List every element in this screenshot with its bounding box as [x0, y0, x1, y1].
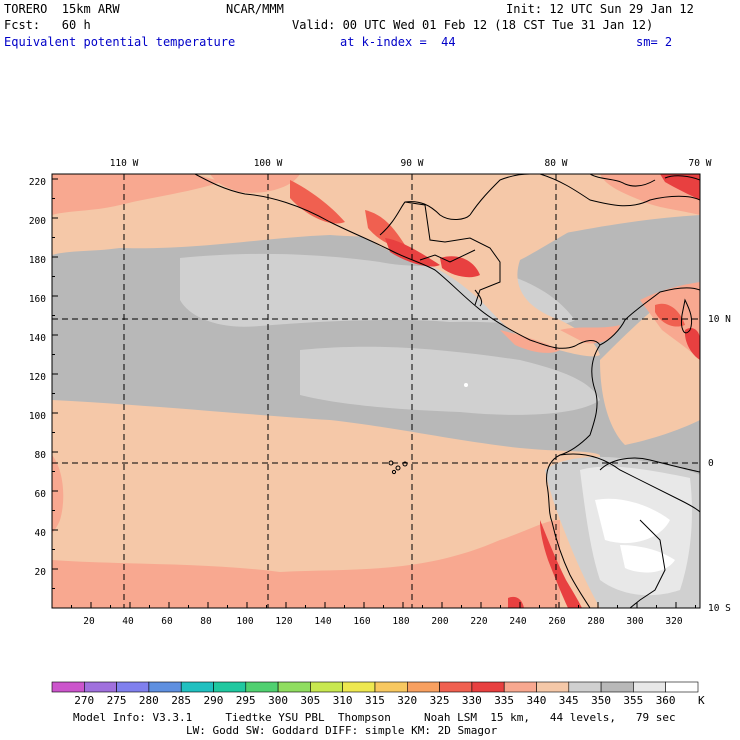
colorbar-swatch [51, 681, 85, 693]
colorbar-label: 270 [74, 694, 95, 707]
y-grid-label: 160 [29, 294, 46, 305]
colorbar-label: 360 [655, 694, 676, 707]
colorbar-swatch [116, 681, 150, 693]
y-grid-label: 40 [35, 528, 47, 539]
colorbar-label: 295 [235, 694, 256, 707]
lon-label: 70 W [689, 158, 712, 169]
x-grid-label: 60 [161, 616, 173, 627]
x-grid-label: 240 [509, 616, 526, 627]
x-grid-label: 260 [548, 616, 565, 627]
colorbar-label: 280 [138, 694, 159, 707]
x-grid-label: 320 [665, 616, 682, 627]
colorbar-unit: K [698, 694, 705, 707]
x-grid-label: 280 [587, 616, 604, 627]
colorbar-label: 340 [526, 694, 547, 707]
y-grid-label: 180 [29, 255, 46, 266]
init-time: Init: 12 UTC Sun 29 Jan 12 [506, 2, 694, 16]
model-info: Model Info: V3.3.1 Tiedtke YSU PBL Thomp… [73, 711, 676, 724]
colorbar-swatch [310, 681, 343, 693]
physics-info: LW: Godd SW: Goddard DIFF: simple KM: 2D… [186, 724, 498, 737]
x-grid-label: 140 [314, 616, 331, 627]
colorbar-label: 325 [429, 694, 450, 707]
colorbar-swatch [245, 681, 279, 693]
colorbar-swatch [277, 681, 311, 693]
colorbar-swatch [374, 681, 408, 693]
lat-label: 10 S [708, 603, 731, 614]
colorbar-swatch [600, 681, 634, 693]
colorbar-swatch [536, 681, 570, 693]
smoothing: sm= 2 [636, 35, 673, 49]
colorbar-swatch [439, 681, 473, 693]
colorbar-swatch [568, 681, 602, 693]
colorbar-label: 330 [461, 694, 482, 707]
colorbar-swatch [503, 681, 537, 693]
valid-time: Valid: 00 UTC Wed 01 Feb 12 (18 CST Tue … [292, 18, 654, 32]
colorbar-swatch [213, 681, 247, 693]
y-grid-label: 200 [29, 216, 46, 227]
colorbar-label: 345 [558, 694, 579, 707]
colorbar-swatch [471, 681, 505, 693]
lat-label: 0 [708, 458, 714, 469]
lat-label: 10 N [708, 314, 731, 325]
colorbar-swatch [84, 681, 117, 693]
x-grid-label: 220 [470, 616, 487, 627]
y-grid-label: 220 [29, 177, 46, 188]
lon-label: 90 W [401, 158, 424, 169]
x-grid-label: 160 [353, 616, 370, 627]
y-grid-label: 20 [35, 567, 47, 578]
y-grid-label: 140 [29, 333, 46, 344]
colorbar-label: 310 [332, 694, 353, 707]
x-grid-label: 80 [200, 616, 212, 627]
colorbar-label: 335 [494, 694, 515, 707]
plot-frame [51, 173, 701, 609]
colorbar-label: 320 [397, 694, 418, 707]
y-grid-label: 120 [29, 372, 46, 383]
x-grid-label: 120 [275, 616, 292, 627]
lon-label: 100 W [254, 158, 283, 169]
forecast-hour: Fcst: 60 h [4, 18, 91, 32]
lon-label: 80 W [545, 158, 568, 169]
colorbar-label: 355 [623, 694, 644, 707]
colorbar-swatch [180, 681, 214, 693]
colorbar-label: 285 [171, 694, 192, 707]
colorbar-label: 275 [106, 694, 127, 707]
y-grid-label: 60 [35, 489, 47, 500]
colorbar-label: 290 [203, 694, 224, 707]
colorbar-label: 300 [268, 694, 288, 707]
vertical-level: at k-index = 44 [340, 35, 456, 49]
colorbar-swatch [665, 681, 699, 693]
colorbar [51, 681, 699, 693]
x-grid-label: 40 [122, 616, 134, 627]
colorbar-swatch [148, 681, 182, 693]
x-grid-label: 180 [392, 616, 409, 627]
y-grid-label: 80 [35, 450, 47, 461]
x-grid-label: 200 [431, 616, 448, 627]
colorbar-swatch [342, 681, 376, 693]
model-name: TORERO 15km ARW [4, 2, 120, 16]
coastlines [194, 174, 700, 608]
field-name: Equivalent potential temperature [4, 35, 236, 49]
x-grid-label: 300 [626, 616, 643, 627]
latlon-grid [52, 174, 700, 608]
x-grid-label: 20 [83, 616, 95, 627]
lon-label: 110 W [110, 158, 139, 169]
colorbar-label: 350 [591, 694, 611, 707]
y-grid-label: 100 [29, 411, 46, 422]
colorbar-label: 305 [300, 694, 321, 707]
colorbar-swatch [633, 681, 667, 693]
colorbar-swatch [406, 681, 440, 693]
institution: NCAR/MMM [226, 2, 284, 16]
colorbar-label: 315 [365, 694, 385, 707]
theta-e-field [52, 174, 700, 608]
x-grid-label: 100 [236, 616, 253, 627]
